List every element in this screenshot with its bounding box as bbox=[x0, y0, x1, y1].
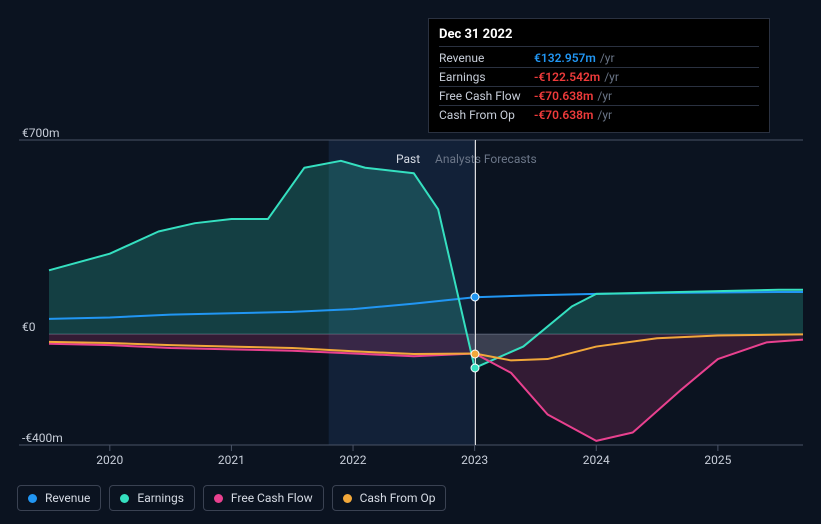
tooltip-row-unit: /yr bbox=[597, 89, 612, 103]
y-tick-label: €0 bbox=[22, 320, 36, 334]
legend-item-fcf[interactable]: Free Cash Flow bbox=[203, 485, 324, 511]
legend-dot-icon bbox=[343, 494, 352, 503]
legend-dot-icon bbox=[120, 494, 129, 503]
tooltip-row-unit: /yr bbox=[604, 70, 619, 84]
x-tick-label: 2023 bbox=[461, 453, 488, 467]
legend-dot-icon bbox=[28, 494, 37, 503]
legend-item-revenue[interactable]: Revenue bbox=[17, 485, 101, 511]
legend-dot-icon bbox=[214, 494, 223, 503]
legend: Revenue Earnings Free Cash Flow Cash From O… bbox=[17, 485, 446, 511]
tooltip: Dec 31 2022 Revenue€132.957m/yrEarnings-… bbox=[428, 18, 770, 133]
forecast-label: Analysts Forecasts bbox=[435, 152, 537, 166]
x-tick-label: 2021 bbox=[218, 453, 245, 467]
legend-label: Earnings bbox=[137, 491, 184, 505]
y-tick-label: -€400m bbox=[22, 431, 63, 445]
tooltip-row: Revenue€132.957m/yr bbox=[439, 49, 759, 68]
tooltip-row: Earnings-€122.542m/yr bbox=[439, 68, 759, 87]
legend-label: Cash From Op bbox=[360, 491, 436, 505]
legend-label: Free Cash Flow bbox=[231, 491, 313, 505]
legend-item-cfo[interactable]: Cash From Op bbox=[332, 485, 447, 511]
tooltip-title: Dec 31 2022 bbox=[439, 27, 759, 47]
tooltip-row-value: -€70.638m bbox=[534, 89, 593, 103]
cursor-marker-earnings bbox=[470, 363, 479, 372]
legend-item-earnings[interactable]: Earnings bbox=[109, 485, 195, 511]
x-tick-label: 2025 bbox=[704, 453, 731, 467]
tooltip-row-label: Free Cash Flow bbox=[439, 89, 534, 103]
x-tick-label: 2022 bbox=[340, 453, 367, 467]
tooltip-row-value: -€70.638m bbox=[534, 108, 593, 122]
tooltip-row-unit: /yr bbox=[597, 108, 612, 122]
tooltip-row-label: Cash From Op bbox=[439, 108, 534, 122]
cursor-marker-revenue bbox=[470, 293, 479, 302]
x-tick-label: 2024 bbox=[583, 453, 610, 467]
tooltip-row-unit: /yr bbox=[600, 51, 615, 65]
past-label: Past bbox=[396, 152, 420, 166]
legend-label: Revenue bbox=[45, 491, 90, 505]
tooltip-row-value: -€122.542m bbox=[534, 70, 600, 84]
x-tick-label: 2020 bbox=[96, 453, 123, 467]
tooltip-row: Cash From Op-€70.638m/yr bbox=[439, 106, 759, 124]
tooltip-row-label: Earnings bbox=[439, 70, 534, 84]
tooltip-row-value: €132.957m bbox=[534, 51, 596, 65]
y-tick-label: €700m bbox=[22, 126, 60, 140]
cursor-marker-cfo bbox=[470, 349, 479, 358]
tooltip-row-label: Revenue bbox=[439, 51, 534, 65]
tooltip-row: Free Cash Flow-€70.638m/yr bbox=[439, 87, 759, 106]
